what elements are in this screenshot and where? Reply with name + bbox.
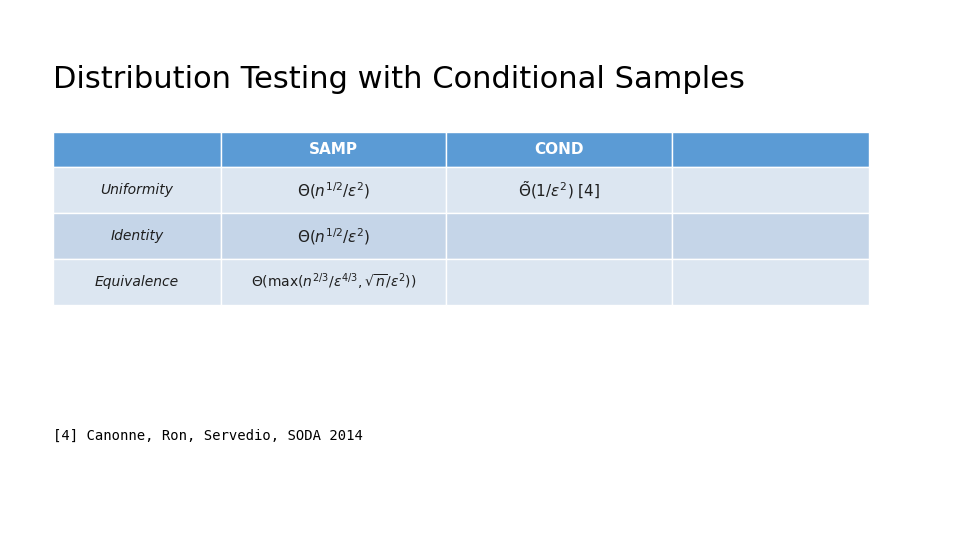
Text: [4] Canonne, Ron, Servedio, SODA 2014: [4] Canonne, Ron, Servedio, SODA 2014: [53, 429, 363, 443]
Text: $\Theta(n^{1/2}/\varepsilon^2)$: $\Theta(n^{1/2}/\varepsilon^2)$: [297, 226, 371, 247]
Text: Identity: Identity: [110, 230, 163, 243]
Text: $\Theta(\max(n^{2/3}/\varepsilon^{4/3},\sqrt{n}/\varepsilon^2))$: $\Theta(\max(n^{2/3}/\varepsilon^{4/3},\…: [251, 272, 417, 292]
Text: SAMP: SAMP: [309, 143, 358, 157]
Text: Distribution Testing with Conditional Samples: Distribution Testing with Conditional Sa…: [53, 65, 745, 94]
Text: $\Theta(n^{1/2}/\varepsilon^2)$: $\Theta(n^{1/2}/\varepsilon^2)$: [297, 180, 371, 201]
Text: Equivalence: Equivalence: [95, 275, 179, 289]
Text: Uniformity: Uniformity: [100, 184, 174, 197]
Text: COND: COND: [535, 143, 584, 157]
Text: $\tilde{\Theta}(1/\varepsilon^2)$ [4]: $\tilde{\Theta}(1/\varepsilon^2)$ [4]: [518, 179, 600, 201]
